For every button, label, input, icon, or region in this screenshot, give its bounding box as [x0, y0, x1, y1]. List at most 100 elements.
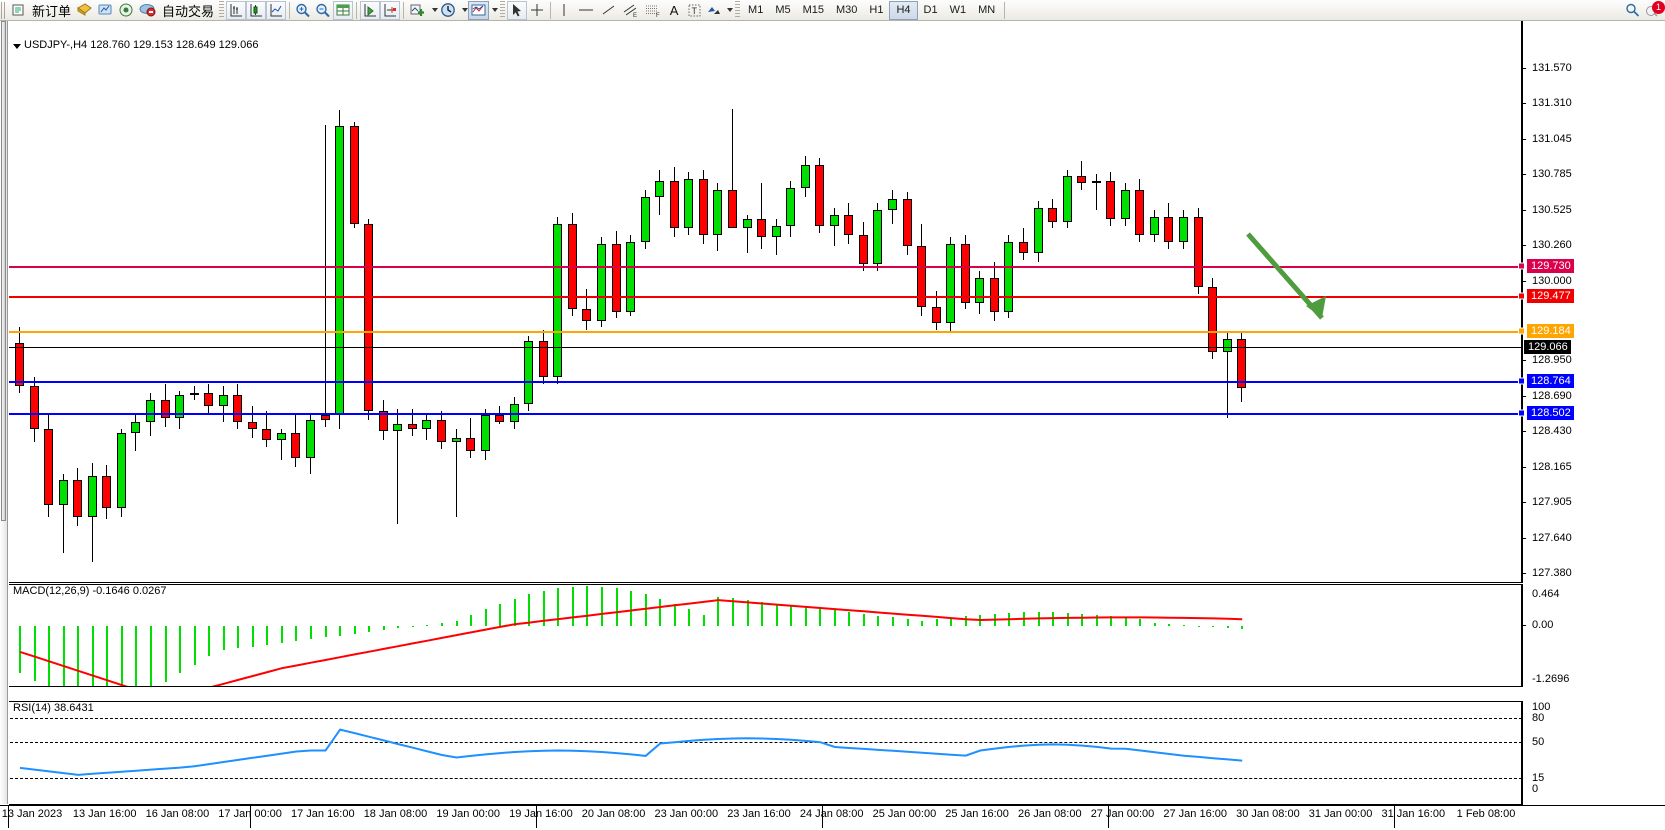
toolbar-divider-3: [403, 1, 405, 19]
tf-mn[interactable]: MN: [978, 4, 996, 16]
price-tag-support-2[interactable]: 128.502: [1527, 406, 1574, 420]
candle-body: [713, 189, 723, 236]
zoom-in-icon[interactable]: [293, 1, 313, 20]
time-axis-label: 18 Jan 08:00: [363, 808, 428, 820]
line-handle[interactable]: [1518, 292, 1525, 300]
candle-body: [29, 386, 39, 429]
line-chart-icon[interactable]: [266, 0, 287, 20]
tf-h4[interactable]: H4: [889, 0, 918, 20]
candle: [611, 21, 621, 583]
price-panel[interactable]: [9, 21, 1522, 583]
macd-histogram-bar: [702, 614, 705, 626]
line-handle[interactable]: [1518, 262, 1525, 270]
price-tag-pivot[interactable]: 129.184: [1527, 324, 1574, 338]
support-line-1[interactable]: [9, 381, 1522, 383]
down-arrow-icon[interactable]: [1240, 226, 1350, 341]
trendline-icon[interactable]: [598, 1, 620, 20]
time-axis-label: 30 Jan 08:00: [1236, 808, 1300, 820]
time-axis[interactable]: 13 Jan 2023 13 Jan 16:00 16 Jan 08:00 17 Ja…: [0, 805, 1665, 830]
candle-wick: [1095, 174, 1097, 211]
tf-h1[interactable]: H1: [869, 4, 884, 16]
macd-histogram-bar: [208, 626, 211, 657]
macd-axis: [1522, 584, 1665, 687]
new-order-icon[interactable]: [9, 1, 29, 20]
bar-chart-icon[interactable]: [226, 0, 247, 20]
candle: [1208, 21, 1218, 583]
period-dropdown-caret[interactable]: [462, 8, 469, 12]
price-tag-support-1[interactable]: 128.764: [1527, 374, 1574, 388]
signals-icon[interactable]: [116, 1, 137, 20]
auto-scroll-icon[interactable]: [360, 0, 381, 20]
candle: [407, 21, 417, 583]
indicators-dropdown-caret[interactable]: [432, 8, 439, 12]
tf-m5[interactable]: M5: [775, 4, 791, 16]
macd-signal-line: [19, 599, 1243, 686]
support-line-2[interactable]: [9, 413, 1522, 415]
macd-histogram-bar: [601, 586, 603, 626]
macd-histogram-bar: [455, 620, 458, 626]
tf-m15[interactable]: M15: [802, 4, 824, 16]
pivot-line[interactable]: [9, 331, 1522, 333]
templates-dropdown-caret[interactable]: [492, 8, 499, 12]
line-handle[interactable]: [1518, 327, 1525, 335]
candle: [276, 21, 286, 583]
data-center-icon[interactable]: [95, 1, 116, 20]
tf-m1[interactable]: M1: [748, 4, 764, 16]
rsi-label: RSI(14) 38.6431: [13, 702, 94, 714]
candle-wick: [397, 408, 399, 524]
macd-histogram-bar: [382, 626, 385, 631]
time-axis-separator: [822, 806, 823, 828]
fibonacci-icon[interactable]: F: [642, 1, 664, 20]
horizontal-line-icon[interactable]: [574, 1, 598, 20]
candle-body: [582, 309, 592, 321]
time-axis-separator: [250, 806, 251, 828]
candle-body: [1120, 189, 1130, 220]
shapes-dropdown-caret[interactable]: [727, 8, 734, 12]
crosshair-icon[interactable]: [527, 1, 547, 20]
price-axis[interactable]: [1522, 21, 1665, 583]
resistance-line-1[interactable]: [9, 266, 1522, 268]
line-handle[interactable]: [1518, 377, 1525, 385]
time-axis-label: 26 Jan 08:00: [1017, 808, 1082, 820]
chart-menu-caret[interactable]: [13, 44, 21, 49]
chart-shift-icon[interactable]: [380, 0, 401, 20]
scrollbar-thumb[interactable]: [1, 21, 6, 521]
tf-w1[interactable]: W1: [949, 4, 967, 16]
cursor-icon[interactable]: [507, 0, 528, 20]
candle: [538, 21, 548, 583]
candle: [597, 21, 606, 583]
chart-canvas[interactable]: USDJPY-,H4 128.760 129.153 128.649 129.0…: [0, 21, 1665, 830]
templates-icon[interactable]: [468, 0, 490, 20]
new-order-button[interactable]: 新订单: [32, 4, 72, 20]
candlestick-chart-icon[interactable]: [246, 0, 267, 20]
line-handle[interactable]: [1518, 409, 1525, 417]
zoom-out-icon[interactable]: [313, 1, 333, 20]
candle-body: [102, 476, 112, 508]
text-icon[interactable]: A: [669, 2, 679, 18]
data-window-icon[interactable]: [333, 0, 354, 20]
shapes-icon[interactable]: [704, 1, 724, 20]
equidistant-channel-icon[interactable]: E: [620, 1, 642, 20]
period-icon[interactable]: [438, 1, 459, 20]
auto-trading-button[interactable]: 自动交易: [162, 4, 215, 20]
price-tag-resistance-1[interactable]: 129.730: [1527, 259, 1574, 273]
toolbar-grip[interactable]: [1, 1, 7, 19]
macd-panel[interactable]: [9, 584, 1522, 687]
candle-body: [1135, 189, 1145, 236]
macd-histogram-bar: [964, 616, 967, 626]
candle: [1193, 21, 1203, 583]
search-icon[interactable]: [1623, 1, 1643, 20]
resistance-line-2[interactable]: [9, 296, 1522, 298]
expert-advisor-icon[interactable]: [74, 1, 95, 20]
price-tag-resistance-2[interactable]: 129.477: [1527, 289, 1574, 303]
vertical-line-icon[interactable]: [554, 1, 574, 20]
tf-d1[interactable]: D1: [923, 4, 938, 16]
indicators-icon[interactable]: [407, 1, 429, 20]
tf-m30[interactable]: M30: [836, 4, 858, 16]
alerts-icon[interactable]: 1: [1643, 0, 1665, 20]
chart-vertical-scrollbar[interactable]: [0, 21, 8, 804]
toolbar-divider-5: [1004, 1, 1006, 19]
text-label-icon[interactable]: T: [684, 1, 704, 20]
auto-trading-icon[interactable]: [137, 1, 159, 20]
candle-body: [931, 307, 941, 323]
